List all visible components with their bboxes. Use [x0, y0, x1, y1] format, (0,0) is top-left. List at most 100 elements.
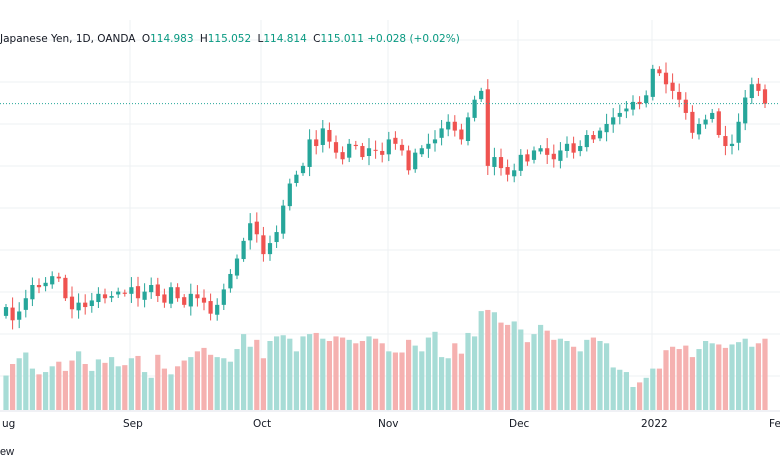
volume-bar — [109, 357, 115, 410]
volume-bar — [234, 349, 240, 410]
candle-body — [274, 232, 279, 243]
volume-bar — [577, 351, 583, 410]
candle-body — [215, 304, 220, 315]
candle-body — [102, 294, 108, 299]
candle-body — [551, 153, 556, 160]
x-tick-label: 2022 — [641, 418, 668, 430]
candle-body — [228, 273, 233, 289]
chart-grid — [0, 20, 780, 411]
volume-bar — [498, 322, 504, 410]
candle-body — [17, 311, 22, 320]
volume-bars — [3, 309, 768, 410]
candle-body — [644, 95, 649, 104]
candle-body — [399, 144, 405, 151]
footer-label: ew — [0, 446, 15, 458]
volume-bar — [729, 344, 735, 410]
candle-body — [83, 302, 88, 308]
candle-body — [30, 285, 35, 300]
candle-body — [320, 128, 325, 145]
candle-body — [221, 289, 226, 305]
candle-body — [69, 296, 75, 310]
candle-body — [545, 148, 550, 155]
candle-body — [723, 136, 728, 147]
volume-bar — [29, 368, 35, 410]
candle-body — [234, 258, 240, 276]
volume-bar — [148, 377, 154, 410]
volume-bar — [82, 364, 88, 410]
volume-bar — [689, 357, 695, 410]
volume-bar — [392, 352, 398, 410]
candle-body — [314, 139, 319, 147]
candle-body — [281, 205, 286, 234]
x-tick-label: Oct — [253, 418, 271, 430]
volume-bar — [23, 352, 29, 410]
candle-body — [195, 294, 200, 299]
candle-body — [624, 108, 629, 112]
candle-body — [10, 307, 15, 321]
candle-body — [650, 68, 655, 97]
volume-bar — [287, 338, 293, 410]
volume-bar — [221, 358, 227, 410]
candle-body — [340, 152, 345, 160]
candle-body — [558, 150, 563, 161]
candle-body — [518, 154, 523, 171]
open-value: 114.983 — [150, 33, 194, 45]
volume-bar — [439, 357, 445, 410]
candle-body — [300, 165, 306, 174]
volume-bar — [399, 352, 405, 410]
volume-bar — [359, 341, 365, 410]
volume-bar — [604, 343, 610, 410]
volume-bar — [518, 329, 524, 410]
candle-body — [736, 121, 741, 143]
candle-body — [485, 89, 490, 166]
candle-body — [505, 167, 510, 175]
volume-bar — [247, 346, 253, 410]
candle-body — [208, 301, 213, 314]
candle-body — [611, 117, 616, 125]
candle-body — [578, 146, 583, 152]
volume-bar — [161, 368, 167, 410]
high-key: H — [199, 33, 208, 45]
volume-bar — [531, 334, 537, 410]
candle-body — [531, 150, 537, 160]
volume-bar — [597, 341, 603, 410]
x-tick-label: Dec — [509, 418, 530, 430]
candle-body — [670, 82, 675, 91]
volume-bar — [610, 367, 616, 410]
candle-body — [43, 282, 48, 287]
volume-bar — [505, 324, 511, 410]
volume-bar — [670, 346, 676, 410]
volume-bar — [630, 387, 636, 410]
volume-bar — [122, 365, 128, 410]
candle-body — [248, 223, 253, 241]
candle-body — [591, 135, 596, 140]
candle-body — [413, 152, 418, 170]
candle-body — [287, 183, 292, 207]
low-key: L — [257, 33, 264, 45]
candle-body — [76, 302, 81, 311]
candle-body — [749, 84, 754, 99]
volume-bar — [425, 337, 431, 410]
candle-body — [56, 276, 61, 279]
candle-body — [584, 135, 589, 148]
volume-bar — [412, 345, 418, 410]
candle-body — [597, 130, 603, 139]
volume-bar — [379, 343, 385, 410]
volume-bar — [10, 364, 16, 410]
volume-bar — [254, 339, 260, 410]
volume-bar — [452, 343, 458, 410]
volume-bar — [755, 343, 761, 410]
candle-body — [122, 292, 127, 294]
candle-body — [564, 143, 570, 151]
candle-body — [446, 121, 451, 130]
volume-bar — [458, 353, 464, 410]
candle-body — [149, 285, 154, 293]
volume-bar — [293, 351, 299, 410]
candle-body — [353, 144, 358, 147]
volume-bar — [491, 312, 497, 410]
candle-body — [743, 97, 748, 124]
candle-body — [637, 101, 642, 105]
time-axis: ug Sep Oct Nov Dec 2022 Fe — [2, 418, 780, 430]
candle-body — [683, 99, 688, 113]
